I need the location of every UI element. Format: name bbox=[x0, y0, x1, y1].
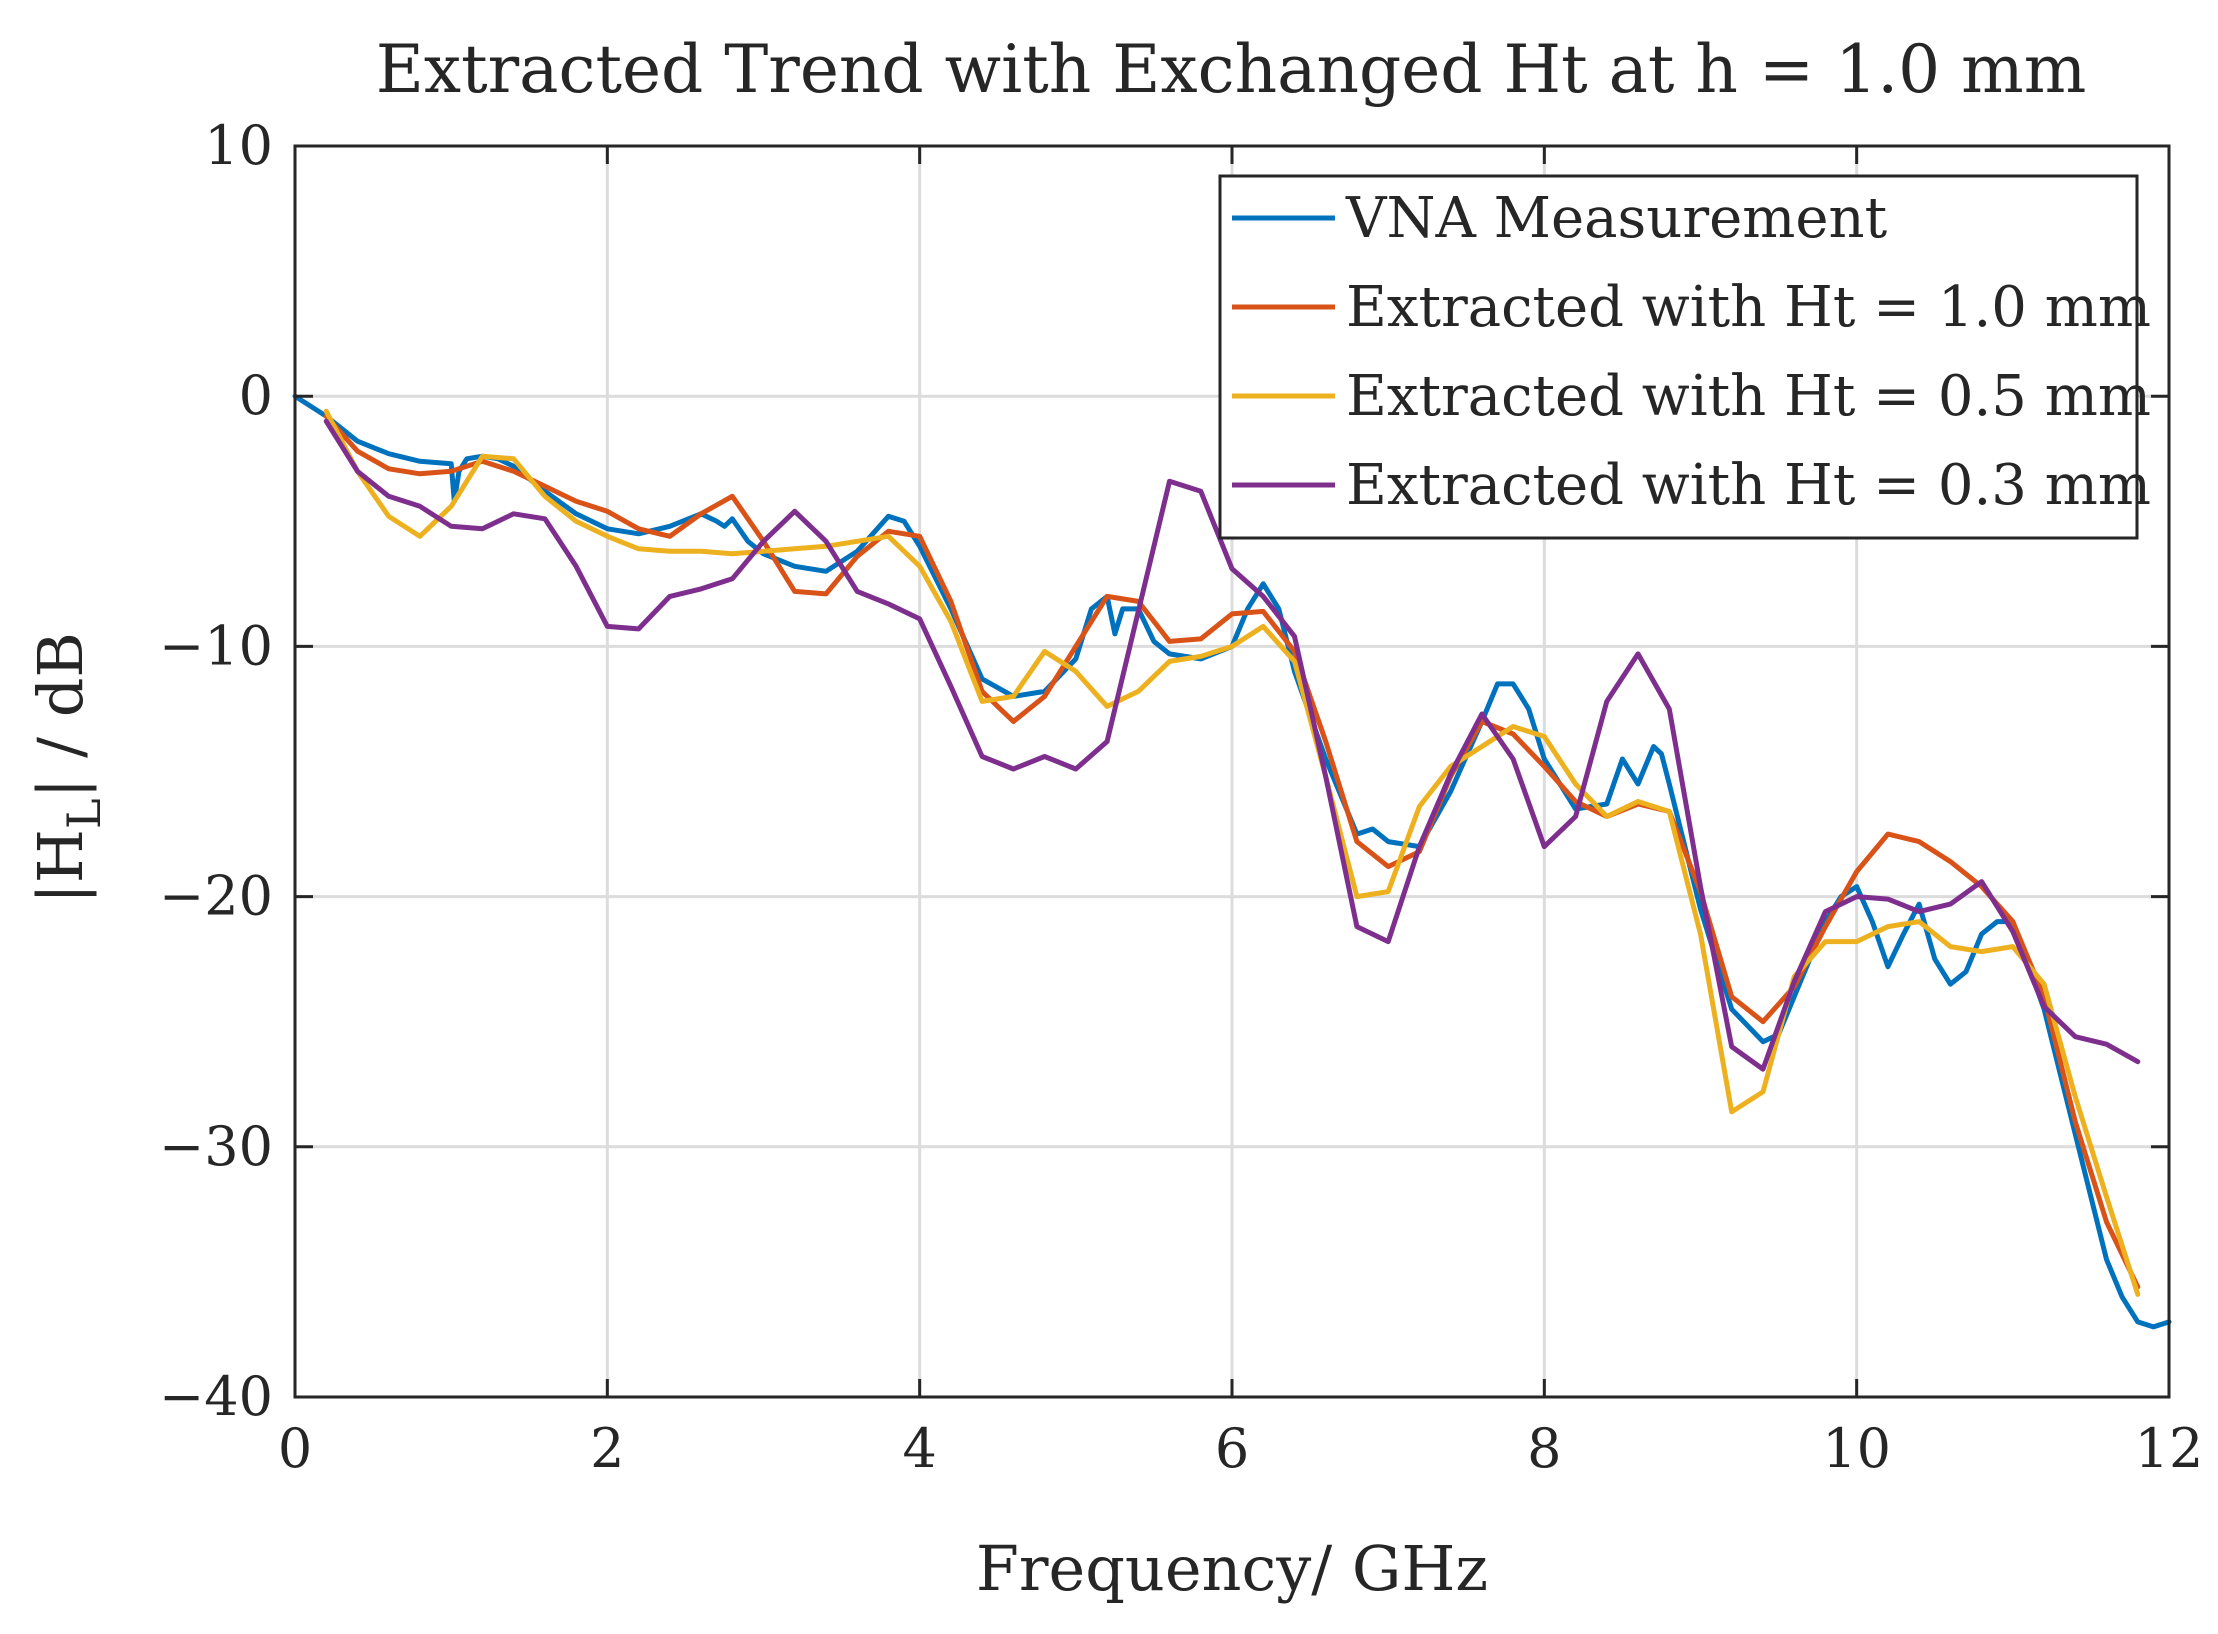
series-line-3 bbox=[323, 408, 2141, 1297]
chart-title: Extracted Trend with Exchanged Ht at h =… bbox=[376, 31, 2087, 108]
x-tick-label: 10 bbox=[1822, 1417, 1891, 1480]
x-tick-label: 0 bbox=[278, 1417, 312, 1480]
x-tick-label: 4 bbox=[902, 1417, 936, 1480]
plot-series bbox=[292, 393, 2172, 1330]
y-axis-label: |HL| / dB bbox=[24, 632, 111, 904]
x-tick-label: 12 bbox=[2135, 1417, 2204, 1480]
y-axis-label-rest: | / dB bbox=[24, 632, 97, 798]
x-axis-label: Frequency/ GHz bbox=[976, 1532, 1488, 1605]
legend-label-2: Extracted with Ht = 1.0 mm bbox=[1346, 275, 2151, 340]
y-tick-label: −40 bbox=[159, 1365, 273, 1428]
legend: VNA Measurement Extracted with Ht = 1.0 m… bbox=[1218, 174, 2151, 540]
y-axis-label-main: |H bbox=[24, 829, 97, 904]
series-line-4 bbox=[323, 418, 2141, 1072]
y-axis-label-subscript: L bbox=[57, 798, 111, 829]
legend-box bbox=[1218, 174, 2139, 540]
legend-label-1: VNA Measurement bbox=[1345, 186, 1888, 251]
y-tick-label: −30 bbox=[159, 1115, 273, 1178]
x-tick-label: 8 bbox=[1527, 1417, 1561, 1480]
series-line-1 bbox=[292, 393, 2172, 1330]
legend-label-3: Extracted with Ht = 0.5 mm bbox=[1346, 364, 2151, 429]
y-tick-label: 10 bbox=[204, 114, 273, 177]
y-tick-label: −20 bbox=[159, 865, 273, 928]
x-tick-label: 6 bbox=[1215, 1417, 1249, 1480]
axis-ticks: 0 2 4 6 8 10 12 −40 −30 −20 −10 0 10 bbox=[159, 114, 2203, 1480]
y-tick-label: 0 bbox=[239, 364, 273, 427]
y-tick-label: −10 bbox=[159, 614, 273, 677]
legend-label-4: Extracted with Ht = 0.3 mm bbox=[1346, 453, 2151, 518]
x-tick-label: 2 bbox=[590, 1417, 624, 1480]
